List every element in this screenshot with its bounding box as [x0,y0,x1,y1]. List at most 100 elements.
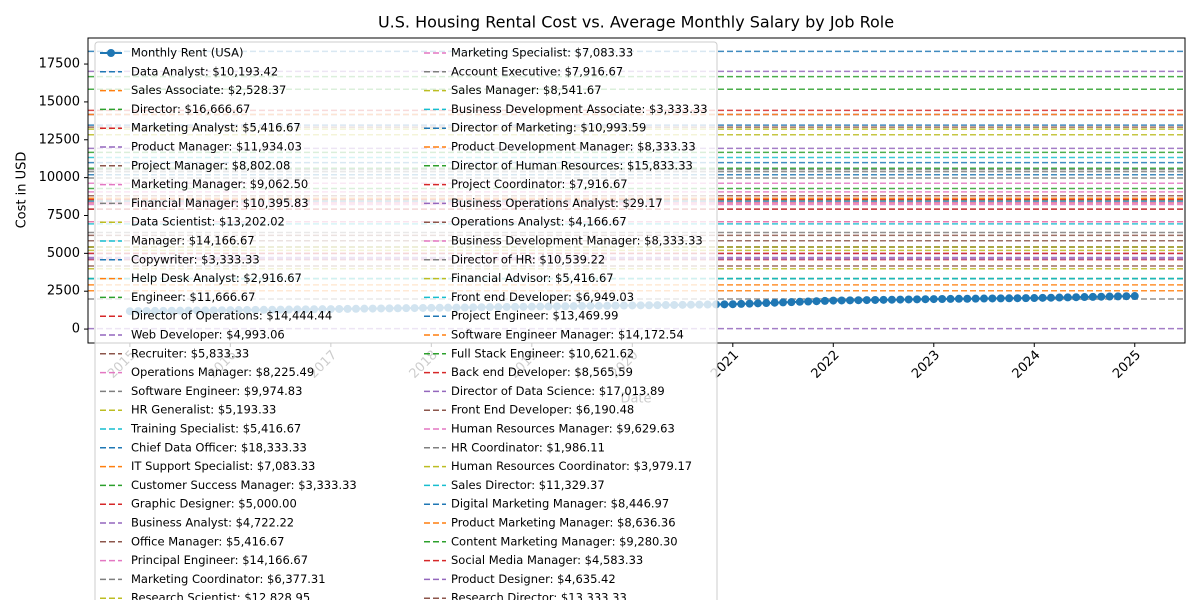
rent-point [1055,293,1064,302]
rent-point [737,299,746,308]
rent-point [753,299,762,308]
legend-label: Back end Developer: $8,565.59 [451,365,633,379]
rent-point [854,296,863,305]
y-tick-label: 15000 [39,94,80,109]
chart-title: U.S. Housing Rental Cost vs. Average Mon… [378,13,894,32]
rent-point [1030,294,1039,303]
rent-point [1080,293,1089,302]
y-tick-label: 2500 [47,284,80,299]
legend-label: Project Engineer: $13,469.99 [451,309,618,323]
rent-point [1122,292,1131,301]
legend-label: HR Coordinator: $1,986.11 [451,440,605,454]
legend-label: Principal Engineer: $14,166.67 [131,553,308,567]
rent-point [787,298,796,307]
rent-point [1105,292,1114,301]
legend-label: Operations Manager: $8,225.49 [131,365,314,379]
legend-label: Front end Developer: $6,949.03 [451,290,634,304]
x-tick-label: 2024 [1010,348,1044,382]
legend: Monthly Rent (USA) Data Analyst: $10,193.… [94,41,718,600]
legend-label: Financial Manager: $10,395.83 [131,196,309,210]
rent-point [1097,292,1106,301]
legend-label: Marketing Analyst: $5,416.67 [131,121,301,135]
rent-point [896,295,905,304]
legend-label: Front End Developer: $6,190.48 [451,403,634,417]
legend-label: Financial Advisor: $5,416.67 [451,271,614,285]
legend-label: Manager: $14,166.67 [131,234,255,248]
legend-label: Software Engineer Manager: $14,172.54 [451,328,684,342]
y-tick-label: 0 [72,322,80,337]
y-axis-label: Cost in USD [15,152,30,229]
legend-label: Sales Associate: $2,528.37 [131,83,286,97]
rent-point [904,295,913,304]
legend-label: Product Marketing Manager: $8,636.36 [451,516,676,530]
legend-label: Help Desk Analyst: $2,916.67 [131,271,302,285]
y-tick-label: 10000 [39,170,80,185]
rent-point [971,294,980,303]
rent-point [946,294,955,303]
rent-point [795,297,804,306]
legend-label: Research Scientist: $12,828.95 [131,591,310,600]
rent-point [779,298,788,307]
legend-label: Marketing Manager: $9,062.50 [131,177,308,191]
legend-label: Chief Data Officer: $18,333.33 [131,440,307,454]
legend-label: Director of Operations: $14,444.44 [131,309,332,323]
legend-label: Full Stack Engineer: $10,621.62 [451,346,634,360]
rent-point [1063,293,1072,302]
y-tick-label: 17500 [39,57,80,72]
legend-label: Data Scientist: $13,202.02 [131,215,285,229]
rent-point [846,296,855,305]
rent-point [913,295,922,304]
legend-label: HR Generalist: $5,193.33 [131,403,276,417]
rent-point [720,300,729,309]
legend-label: Product Designer: $4,635.42 [451,572,616,586]
legend-marker [107,49,115,57]
rent-point [762,299,771,308]
legend-label: Director of HR: $10,539.22 [451,252,605,266]
legend-label: Operations Analyst: $4,166.67 [451,215,627,229]
rent-point [770,298,779,307]
legend-label: Research Director: $13,333.33 [451,591,627,600]
rent-point [980,294,989,303]
legend-label: Content Marketing Manager: $9,280.30 [451,534,678,548]
legend-label: Social Media Manager: $4,583.33 [451,553,643,567]
legend-label: Business Development Associate: $3,333.3… [451,102,708,116]
legend-label: Director of Marketing: $10,993.59 [451,121,646,135]
legend-label: Account Executive: $7,916.67 [451,64,623,78]
legend-label: Software Engineer: $9,974.83 [131,384,302,398]
rent-point [1047,293,1056,302]
rent-point [804,297,813,306]
legend-label: Sales Manager: $8,541.67 [451,83,602,97]
legend-label: Digital Marketing Manager: $8,446.97 [451,497,669,511]
rent-point [1005,294,1014,303]
legend-label: Office Manager: $5,416.67 [131,534,285,548]
legend-label: Business Development Manager: $8,333.33 [451,234,703,248]
legend-label: Copywriter: $3,333.33 [131,252,260,266]
legend-label: Web Developer: $4,993.06 [131,328,285,342]
rent-point [879,295,888,304]
x-tick-label: 2023 [909,348,943,382]
legend-label: Monthly Rent (USA) [131,46,243,60]
rent-point [871,295,880,304]
legend-label: IT Support Specialist: $7,083.33 [131,459,315,473]
legend-label: Director: $16,666.67 [131,102,250,116]
rent-point [1088,292,1097,301]
rent-point [745,299,754,308]
legend-label: Training Specialist: $5,416.67 [130,422,301,436]
rent-point [1013,294,1022,303]
legend-label: Human Resources Coordinator: $3,979.17 [451,459,692,473]
legend-label: Director of Data Science: $17,013.89 [451,384,665,398]
x-tick-label: 2025 [1110,348,1144,382]
legend-label: Director of Human Resources: $15,833.33 [451,158,693,172]
rent-point [829,296,838,305]
rent-point [728,300,737,309]
rent-point [929,295,938,304]
rent-point [996,294,1005,303]
legend-label: Business Analyst: $4,722.22 [131,516,294,530]
rent-point [862,296,871,305]
rent-point [1072,293,1081,302]
rent-point [938,294,947,303]
legend-label: Project Manager: $8,802.08 [131,158,290,172]
rent-point [837,296,846,305]
rent-point [1114,292,1123,301]
